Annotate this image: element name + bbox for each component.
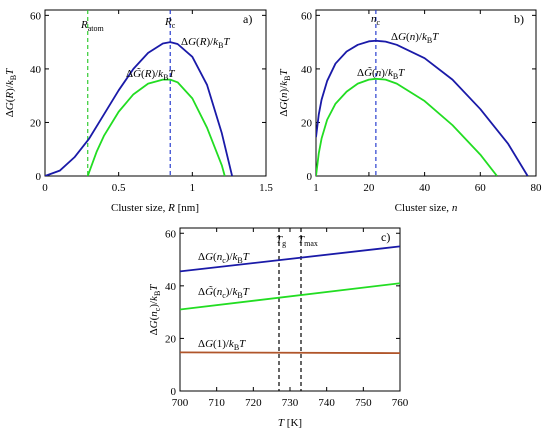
panel-a-ytick-label: 40 <box>30 64 42 76</box>
annotation-tg: Tg <box>276 234 286 248</box>
annotation-dg-r: ΔG(R)/kBT <box>181 36 230 50</box>
panel-c-label: c) <box>381 230 390 244</box>
panel-c-series-3-line <box>180 351 400 355</box>
panel-a-label: a) <box>243 12 252 26</box>
panel-c-series-2-line <box>180 282 400 311</box>
annotation-dg-tilde-nc: ΔG̃(nc)/kBT <box>198 285 250 300</box>
panel-b-series-2-line <box>316 77 498 176</box>
panel-b-xtick-label: 40 <box>419 182 431 194</box>
annotation-rc: Rc <box>164 16 176 30</box>
annotation-tmax: Tmax <box>298 234 318 248</box>
panel-a-series-1-line <box>45 41 233 176</box>
panel-a-series-2-line <box>86 78 226 176</box>
panel-c-ytick-label: 40 <box>165 281 177 293</box>
annotation-dg-tilde-n: ΔG̃(n)/kBT <box>357 66 405 81</box>
panel-b-ticks: 1 20 40 60 80 0 20 40 60 <box>301 10 542 194</box>
panel-a-xtick-label: 0.5 <box>112 182 126 194</box>
annotation-nc: nc <box>371 13 381 27</box>
panel-b-frame <box>315 9 537 177</box>
panel-b-label: b) <box>514 12 524 26</box>
panel-c-xtick-label: 760 <box>392 397 409 409</box>
panel-c-series <box>180 245 400 355</box>
panel-b-xlabel: Cluster size, n <box>395 202 458 214</box>
panel-c-xlabel: T [K] <box>278 417 302 429</box>
annotation-ratom: Ratom <box>80 19 105 33</box>
panel-c-series-1-line <box>180 245 400 273</box>
panel-a-ytick-label: 0 <box>36 171 42 183</box>
panel-a-ticks: 0 0.5 1 1.5 0 20 40 60 <box>30 10 273 194</box>
panel-a-series <box>45 41 233 176</box>
panel-c-ytick-label: 20 <box>165 333 177 345</box>
panel-b-ytick-label: 40 <box>301 64 313 76</box>
panel-c-ticks: 700 710 720 730 740 750 760 0 20 40 60 <box>165 228 409 409</box>
panel-c-vlines <box>278 228 302 391</box>
panel-c-xtick-label: 700 <box>172 397 189 409</box>
panel-b-ytick-label: 60 <box>301 10 313 22</box>
panel-b-ytick-label: 20 <box>301 117 313 129</box>
panel-c-xtick-label: 720 <box>245 397 262 409</box>
panel-a-xtick-label: 1.5 <box>259 182 273 194</box>
panel-a-ylabel: ΔG(R)/kBT <box>4 68 18 117</box>
panel-a-xlabel: Cluster size, R [nm] <box>111 202 199 214</box>
panel-b-series-1-line <box>316 39 529 176</box>
panel-b: 1 20 40 60 80 0 20 40 60 b) Cluster size, n ΔG(n… <box>278 9 542 214</box>
panel-b-xtick-label: 20 <box>363 182 375 194</box>
panel-c-ytick-label: 60 <box>165 228 177 240</box>
panel-c-xtick-label: 710 <box>208 397 225 409</box>
panel-a-frame <box>44 9 267 177</box>
panel-c-ylabel: ΔG(nc)/kBT <box>148 284 162 336</box>
panel-a-xtick-label: 1 <box>190 182 196 194</box>
panel-b-xtick-label: 60 <box>475 182 487 194</box>
panel-c-xtick-label: 750 <box>355 397 372 409</box>
panel-b-xtick-label: 80 <box>531 182 543 194</box>
panel-a-vlines <box>87 10 171 176</box>
panel-a-ytick-label: 20 <box>30 117 42 129</box>
panel-b-ytick-label: 0 <box>307 171 313 183</box>
annotation-dg-n: ΔG(n)/kBT <box>391 31 439 45</box>
panel-b-xtick-label: 1 <box>313 182 319 194</box>
panel-c-ytick-label: 0 <box>171 386 177 398</box>
panel-c-xtick-label: 730 <box>282 397 299 409</box>
annotation-dg-tilde-r: ΔG̃(R)/kBT <box>126 67 175 82</box>
panel-c-xtick-label: 740 <box>318 397 335 409</box>
panel-c: 700 710 720 730 740 750 760 0 20 40 60 c) T [K] ΔG… <box>148 227 409 429</box>
annotation-dg-nc: ΔG(nc)/kBT <box>198 251 250 265</box>
panel-a-ytick-label: 60 <box>30 10 42 22</box>
annotation-dg-1: ΔG(1)/kBT <box>198 338 246 352</box>
panel-b-series <box>316 39 529 176</box>
panel-a-xtick-label: 0 <box>42 182 48 194</box>
panel-b-ylabel: ΔG(n)/kBT <box>278 68 292 116</box>
